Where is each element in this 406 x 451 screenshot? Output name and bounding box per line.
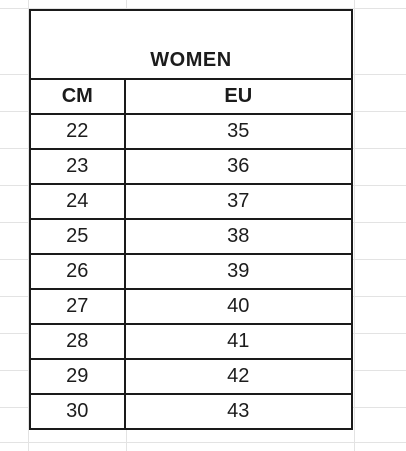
cell-cm[interactable]: 27	[29, 288, 126, 325]
cell-eu[interactable]: 37	[123, 183, 354, 220]
sheet-gridline	[354, 0, 355, 451]
table-title-cell[interactable]: WOMEN	[29, 9, 353, 80]
cell-cm[interactable]: 29	[29, 358, 126, 395]
table-row: 25 38	[29, 218, 354, 255]
cell-eu[interactable]: 40	[123, 288, 354, 325]
cell-cm[interactable]: 25	[29, 218, 126, 255]
table-row: 27 40	[29, 288, 354, 325]
cell-cm[interactable]: 26	[29, 253, 126, 290]
sheet-gridline	[28, 0, 29, 451]
table-row: 28 41	[29, 323, 354, 360]
cell-cm[interactable]: 23	[29, 148, 126, 185]
cell-eu[interactable]: 38	[123, 218, 354, 255]
cell-eu[interactable]: 35	[123, 113, 354, 150]
cell-cm[interactable]: 24	[29, 183, 126, 220]
cell-cm[interactable]: 30	[29, 393, 126, 430]
cell-eu[interactable]: 42	[123, 358, 354, 395]
table-row: 26 39	[29, 253, 354, 290]
cell-eu[interactable]: 36	[123, 148, 354, 185]
table-row: 29 42	[29, 358, 354, 395]
cell-cm[interactable]: 22	[29, 113, 126, 150]
sheet-gridline	[0, 442, 406, 443]
cell-eu[interactable]: 39	[123, 253, 354, 290]
cell-cm[interactable]: 28	[29, 323, 126, 360]
header-cell-eu[interactable]: EU	[123, 78, 354, 115]
size-chart-table: WOMEN CM EU 22 35 23 36 24 37 25 38 26 3…	[29, 9, 354, 430]
cell-eu[interactable]: 43	[123, 393, 354, 430]
header-row: CM EU	[29, 78, 354, 115]
table-row: 23 36	[29, 148, 354, 185]
cell-eu[interactable]: 41	[123, 323, 354, 360]
header-cell-cm[interactable]: CM	[29, 78, 126, 115]
table-row: 30 43	[29, 393, 354, 430]
table-row: 24 37	[29, 183, 354, 220]
sheet-gridline	[0, 8, 406, 9]
title-row: WOMEN	[29, 9, 353, 80]
table-row: 22 35	[29, 113, 354, 150]
